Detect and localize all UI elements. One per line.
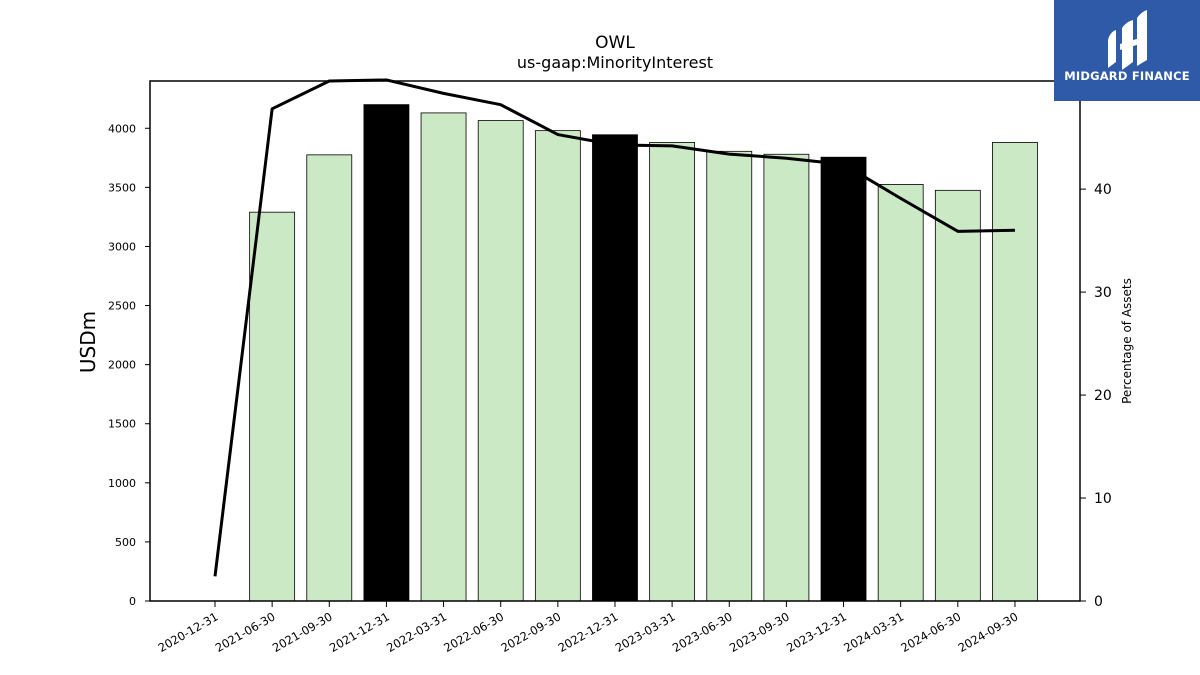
bar-2022-06-30 — [477, 120, 524, 602]
x-tick-label: 2022-03-31 — [384, 609, 449, 655]
x-tick-label: 2024-09-30 — [956, 609, 1021, 655]
y2-tick-label: 40 — [1094, 182, 1112, 198]
y-tick-label: 500 — [115, 536, 136, 549]
x-tick-label: 2022-06-30 — [441, 609, 506, 655]
y-tick-label: 0 — [129, 595, 136, 608]
chart-title: OWL — [595, 33, 635, 53]
y2-tick-label: 10 — [1094, 491, 1112, 507]
bar-2024-06-30 — [934, 189, 981, 602]
y-tick-label: 4000 — [108, 122, 136, 135]
x-tick-label: 2023-12-31 — [784, 609, 849, 655]
bar-2022-03-31 — [420, 112, 467, 602]
x-tick-label: 2022-09-30 — [498, 609, 563, 655]
bar-2023-12-31 — [820, 156, 867, 602]
x-ticks: 2020-12-312021-06-302021-09-302021-12-31… — [156, 601, 1021, 655]
y-axis-label: USDm — [76, 311, 100, 373]
bar-2021-12-31 — [363, 104, 410, 602]
x-tick-label: 2024-06-30 — [898, 609, 963, 655]
chart-subtitle: us-gaap:MinorityInterest — [517, 53, 713, 72]
bar-2021-09-30 — [306, 154, 353, 602]
y-tick-label: 2500 — [108, 300, 136, 313]
x-tick-label: 2024-03-31 — [841, 609, 906, 655]
y-tick-label: 1500 — [108, 418, 136, 431]
bar-2022-12-31 — [592, 134, 638, 602]
x-tick-label: 2021-12-31 — [327, 609, 392, 655]
y-ticks: 0 500 1000 1500 2000 2500 3000 3500 4000 — [108, 122, 150, 608]
bar-2022-09-30 — [534, 130, 581, 602]
y-tick-label: 1000 — [108, 477, 136, 490]
x-tick-label: 2023-03-31 — [613, 609, 678, 655]
y-tick-label: 2000 — [108, 359, 136, 372]
y2-ticks: 01020304050 — [1080, 79, 1112, 610]
y2-tick-label: 0 — [1094, 594, 1103, 610]
bar-2024-09-30 — [992, 142, 1038, 602]
y2-tick-label: 20 — [1094, 388, 1112, 404]
y2-tick-label: 30 — [1094, 285, 1112, 301]
x-tick-label: 2020-12-31 — [156, 609, 221, 655]
y2-axis-label: Percentage of Assets — [1120, 278, 1134, 404]
x-tick-label: 2023-09-30 — [727, 609, 792, 655]
bar-2023-03-31 — [649, 142, 696, 602]
x-tick-label: 2023-06-30 — [670, 609, 735, 655]
y-tick-label: 3500 — [108, 181, 136, 194]
bar-2023-06-30 — [706, 150, 753, 602]
x-tick-label: 2021-06-30 — [213, 609, 278, 655]
midgard-finance-logo: MIDGARD FINANCE — [1054, 0, 1200, 101]
bar-2024-03-31 — [877, 184, 924, 602]
bar-2021-06-30 — [249, 211, 296, 602]
y-tick-label: 3000 — [108, 240, 136, 253]
x-tick-label: 2021-09-30 — [270, 609, 335, 655]
logo-mark-icon — [1108, 10, 1147, 70]
x-tick-label: 2022-12-31 — [556, 609, 621, 655]
logo-text: MIDGARD FINANCE — [1064, 69, 1190, 83]
bar-2023-09-30 — [763, 153, 810, 602]
bars — [249, 104, 1038, 602]
